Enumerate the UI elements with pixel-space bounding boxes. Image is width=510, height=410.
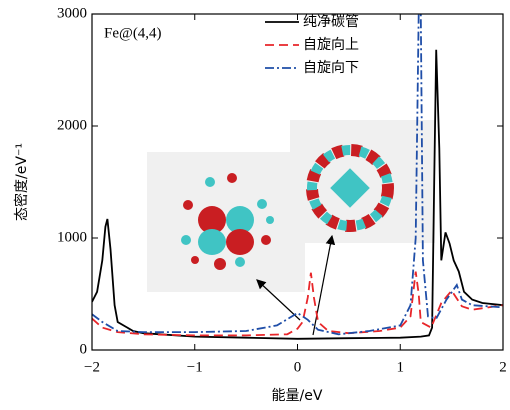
series-line bbox=[92, 14, 503, 336]
legend-label: 自旋向下 bbox=[303, 60, 359, 76]
y-tick-label: 0 bbox=[80, 341, 88, 357]
x-tick-label: −1 bbox=[187, 359, 203, 375]
x-tick-label: −2 bbox=[84, 359, 100, 375]
series-line bbox=[92, 49, 503, 340]
orbital-insets bbox=[147, 120, 435, 336]
orbital-2 bbox=[306, 144, 394, 232]
x-axis-label: 能量/eV bbox=[272, 388, 323, 404]
x-tick-label: 1 bbox=[397, 359, 405, 375]
annotation: Fe@(4,4) bbox=[104, 25, 162, 41]
y-tick-label: 3000 bbox=[57, 5, 87, 21]
x-tick-label: 0 bbox=[294, 359, 302, 375]
y-tick-label: 1000 bbox=[57, 229, 87, 245]
x-tick-label: 2 bbox=[499, 359, 507, 375]
legend-label: 纯净碳管 bbox=[303, 14, 359, 30]
orbital-1 bbox=[181, 173, 274, 270]
inset-box bbox=[147, 152, 305, 292]
y-axis-label: 态密度/eV⁻¹ bbox=[13, 143, 30, 221]
legend-label: 自旋向上 bbox=[303, 37, 359, 53]
y-tick-label: 2000 bbox=[57, 117, 87, 133]
